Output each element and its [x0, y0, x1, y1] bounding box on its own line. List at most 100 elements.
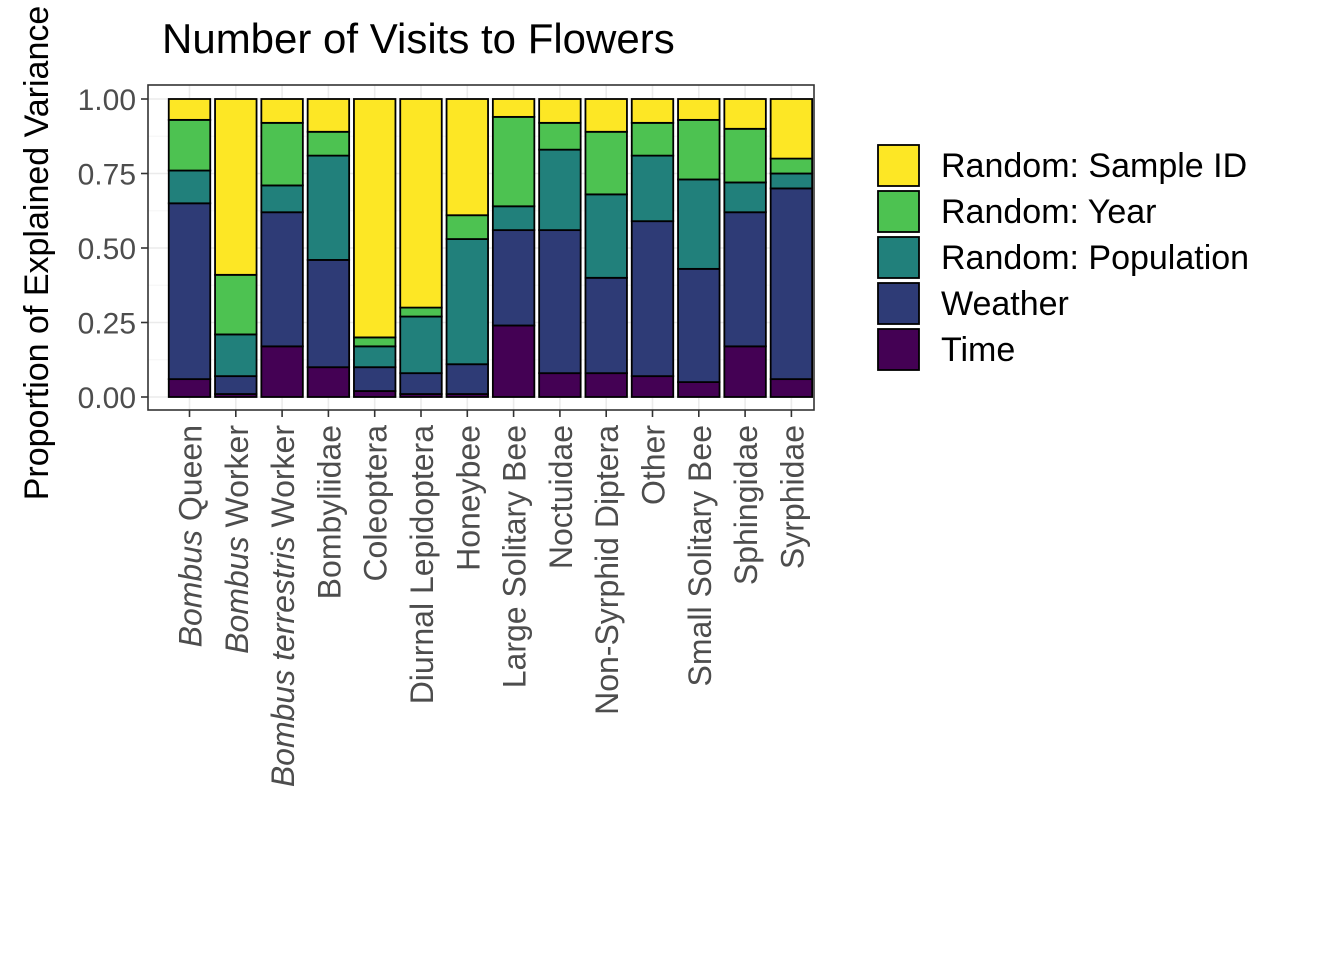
y-tick-label: 0.25 [78, 308, 136, 341]
x-tick-label: Bombus Worker [219, 425, 255, 654]
bar-segment [445, 363, 489, 395]
bar-segment [677, 381, 721, 398]
legend-key [877, 328, 920, 371]
bar-segment [260, 345, 304, 398]
bars [167, 98, 814, 398]
x-tick-label: Small Solitary Bee [682, 425, 718, 686]
y-tick-label: 0.00 [78, 382, 136, 415]
bar-segment [538, 148, 582, 232]
bar-segment [260, 211, 304, 348]
legend-key [877, 282, 920, 325]
y-tick-label: 0.50 [78, 233, 136, 266]
x-tick-label-text: Honeybee [450, 425, 486, 571]
bar-segment [630, 220, 675, 378]
x-tick-label-text: Non-Syrphid Diptera [589, 425, 625, 715]
bar-segment [491, 324, 536, 398]
legend-label: Random: Sample ID [941, 147, 1247, 185]
bar-segment [584, 98, 628, 133]
legend-key [877, 144, 920, 187]
bar-segment [630, 121, 675, 157]
y-tick-label: 0.75 [78, 159, 136, 192]
bar-segment [399, 372, 443, 395]
x-tick-label-text: Queen [173, 425, 209, 530]
x-tick-label-italic: Bombus [219, 536, 255, 653]
bar-segment [677, 267, 721, 383]
x-tick-label-text: Worker [265, 425, 301, 537]
x-tick-label: Noctuidae [543, 425, 579, 569]
bar-segment [491, 229, 536, 327]
bar-segment [260, 121, 304, 187]
bar-segment [306, 366, 351, 398]
bar-segment [167, 169, 212, 205]
x-tick-label-text: Sphingidae [728, 425, 764, 585]
x-tick-label: Non-Syrphid Diptera [589, 425, 625, 715]
bar-segment [584, 130, 628, 196]
bar-segment [677, 118, 721, 181]
bar-segment [353, 366, 397, 392]
x-tick-label-text: Coleoptera [358, 425, 394, 582]
bar-segment [445, 98, 489, 217]
bar-segment [445, 238, 489, 366]
bar-segment [306, 259, 351, 369]
bar-segment [306, 130, 351, 157]
bar-segment [445, 214, 489, 240]
bar-segment [491, 115, 536, 208]
x-tick-label: Syrphidae [774, 425, 810, 569]
bar-segment [353, 98, 397, 339]
bar-segment [167, 98, 212, 121]
bar-segment [167, 118, 212, 172]
bar-segment [399, 315, 443, 375]
bar-segment [214, 333, 258, 378]
x-tick-label: Large Solitary Bee [497, 425, 533, 688]
bar-segment [260, 184, 304, 214]
x-tick-label: Diurnal Lepidoptera [404, 425, 440, 705]
bar-segment [630, 98, 675, 124]
x-tick-label: Honeybee [450, 425, 486, 571]
bar-segment [630, 154, 675, 223]
x-tick-label-text: Other [636, 425, 672, 505]
bar-segment [723, 127, 767, 184]
x-tick-label-text: Syrphidae [774, 425, 810, 569]
bar-segment [723, 98, 767, 130]
bar-segment [769, 98, 814, 160]
bar-segment [677, 178, 721, 270]
x-tick-label: Bombyliidae [311, 425, 347, 599]
bar-segment [353, 345, 397, 369]
bar-segment [399, 306, 443, 318]
bar-segment [306, 98, 351, 133]
bar-segment [214, 273, 258, 336]
bar-segment [491, 98, 536, 118]
x-tick-label-text: Noctuidae [543, 425, 579, 569]
bar-segment [584, 372, 628, 398]
x-tick-label-text: Small Solitary Bee [682, 425, 718, 686]
bar-segment [584, 276, 628, 375]
x-tick-label-italic: Bombus [173, 530, 209, 647]
y-axis: 0.00 0.25 0.50 0.75 1.00 [78, 84, 148, 415]
x-tick-label: Bombus terrestris Worker [265, 425, 301, 788]
bar-segment [584, 193, 628, 279]
bar-segment [538, 98, 582, 124]
x-tick-label: Sphingidae [728, 425, 764, 585]
x-tick-label: Coleoptera [358, 425, 394, 582]
bar-segment [538, 121, 582, 151]
bar-segment [769, 172, 814, 190]
legend-label: Weather [941, 285, 1069, 323]
legend: Random: Sample ID Random: Year Random: Pop… [877, 144, 1249, 371]
legend-label: Random: Population [941, 239, 1249, 277]
bar-segment [723, 211, 767, 348]
bar-segment [214, 98, 258, 276]
x-tick-label-text: Worker [219, 425, 255, 537]
x-tick-label-text: Diurnal Lepidoptera [404, 425, 440, 705]
bar-segment [769, 187, 814, 381]
bar-segment [167, 202, 212, 381]
bar-segment [538, 229, 582, 375]
bar-segment [167, 378, 212, 398]
bar-segment [723, 181, 767, 214]
x-tick-label: Bombus Queen [173, 425, 209, 647]
bar-segment [538, 372, 582, 398]
legend-label: Random: Year [941, 193, 1157, 231]
bar-segment [260, 98, 304, 124]
